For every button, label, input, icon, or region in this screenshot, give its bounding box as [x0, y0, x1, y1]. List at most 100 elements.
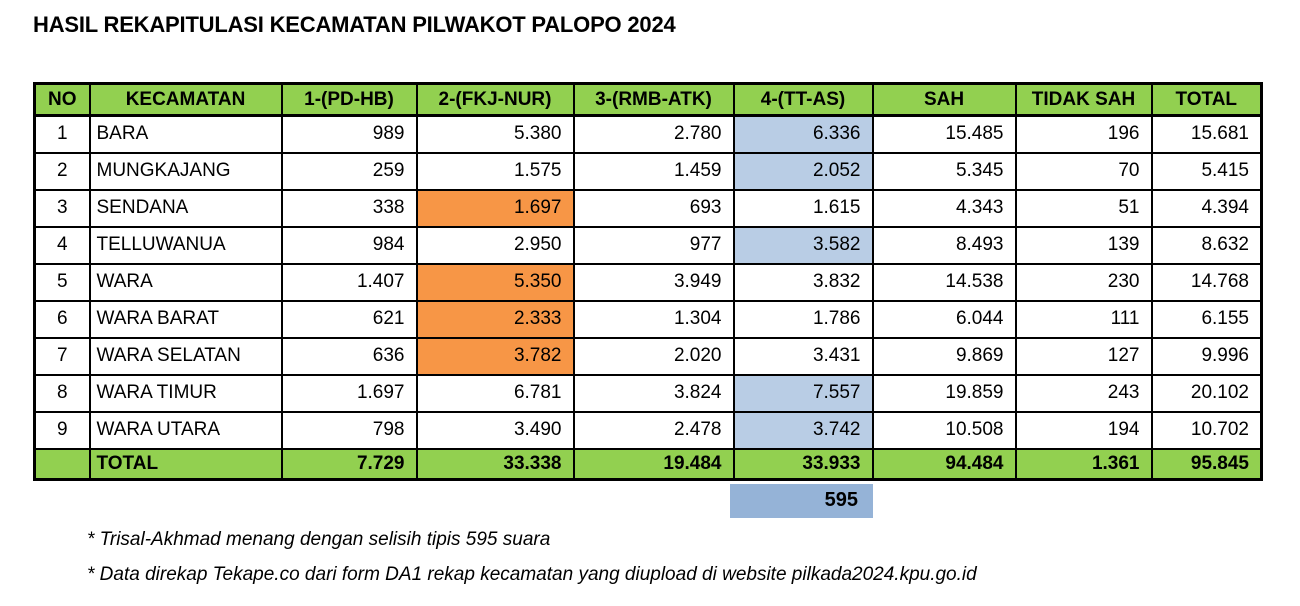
- total-value: 94.484: [871, 447, 1017, 481]
- cell-value: 3.832: [732, 262, 874, 302]
- cell-value: 8.632: [1150, 225, 1263, 265]
- cell-kecamatan: BARA: [88, 114, 283, 154]
- header-tidak-sah: TIDAK SAH: [1014, 82, 1153, 117]
- cell-value: 9.996: [1150, 336, 1263, 376]
- cell-kecamatan: WARA BARAT: [88, 299, 283, 339]
- table-row: 8 WARA TIMUR 1.697 6.781 3.824 7.557 19.859 243…: [33, 373, 1263, 413]
- cell-value: 259: [280, 151, 418, 191]
- cell-no: 4: [33, 225, 91, 265]
- table-body: 1 BARA 989 5.380 2.780 6.336 15.485 196 15.681 2 M…: [33, 114, 1263, 481]
- cell-no: 8: [33, 373, 91, 413]
- total-value: 1.361: [1014, 447, 1153, 481]
- cell-value: 20.102: [1150, 373, 1263, 413]
- cell-no: 5: [33, 262, 91, 302]
- cell-value: 1.459: [572, 151, 735, 191]
- cell-value: 5.345: [871, 151, 1017, 191]
- cell-kecamatan: WARA TIMUR: [88, 373, 283, 413]
- cell-value: 111: [1014, 299, 1153, 339]
- cell-value: 2.020: [572, 336, 735, 376]
- cell-value: 798: [280, 410, 418, 450]
- cell-no: 9: [33, 410, 91, 450]
- cell-no: 2: [33, 151, 91, 191]
- cell-value: 5.350: [415, 262, 575, 302]
- cell-value: 636: [280, 336, 418, 376]
- page: HASIL REKAPITULASI KECAMATAN PILWAKOT PA…: [33, 12, 1300, 586]
- cell-no: 7: [33, 336, 91, 376]
- cell-value: 1.615: [732, 188, 874, 228]
- cell-value: 6.044: [871, 299, 1017, 339]
- cell-value: 10.702: [1150, 410, 1263, 450]
- cell-kecamatan: TELLUWANUA: [88, 225, 283, 265]
- cell-value: 984: [280, 225, 418, 265]
- cell-value: 3.782: [415, 336, 575, 376]
- cell-value: 3.490: [415, 410, 575, 450]
- cell-value: 19.859: [871, 373, 1017, 413]
- header-tt-as: 4-(TT-AS): [732, 82, 874, 117]
- cell-value: 338: [280, 188, 418, 228]
- cell-value: 6.781: [415, 373, 575, 413]
- cell-value: 70: [1014, 151, 1153, 191]
- table-row: 4 TELLUWANUA 984 2.950 977 3.582 8.493 139 8.632: [33, 225, 1263, 265]
- footnote-source: * Data direkap Tekape.co dari form DA1 r…: [87, 564, 977, 585]
- cell-value: 5.380: [415, 114, 575, 154]
- cell-value: 2.780: [572, 114, 735, 154]
- header-kecamatan: KECAMATAN: [88, 82, 283, 117]
- cell-value: 621: [280, 299, 418, 339]
- cell-value: 1.304: [572, 299, 735, 339]
- cell-value: 6.155: [1150, 299, 1263, 339]
- cell-value: 1.697: [415, 188, 575, 228]
- cell-value: 7.557: [732, 373, 874, 413]
- total-row: TOTAL 7.729 33.338 19.484 33.933 94.484 1.361 9…: [33, 447, 1263, 481]
- total-value: 33.338: [415, 447, 575, 481]
- total-value: 95.845: [1150, 447, 1263, 481]
- header-no: NO: [33, 82, 91, 117]
- cell-kecamatan: WARA SELATAN: [88, 336, 283, 376]
- table-row: 5 WARA 1.407 5.350 3.949 3.832 14.538 230 14.768: [33, 262, 1263, 302]
- header-pd-hb: 1-(PD-HB): [280, 82, 418, 117]
- cell-no: [33, 447, 91, 481]
- cell-value: 51: [1014, 188, 1153, 228]
- cell-value: 6.336: [732, 114, 874, 154]
- cell-value: 3.949: [572, 262, 735, 302]
- table-row: 7 WARA SELATAN 636 3.782 2.020 3.431 9.869 127 9…: [33, 336, 1263, 376]
- cell-no: 3: [33, 188, 91, 228]
- cell-value: 1.407: [280, 262, 418, 302]
- page-title: HASIL REKAPITULASI KECAMATAN PILWAKOT PA…: [33, 12, 676, 37]
- cell-value: 5.415: [1150, 151, 1263, 191]
- cell-no: 1: [33, 114, 91, 154]
- cell-value: 3.742: [732, 410, 874, 450]
- cell-value: 1.697: [280, 373, 418, 413]
- cell-value: 196: [1014, 114, 1153, 154]
- total-value: 19.484: [572, 447, 735, 481]
- cell-value: 243: [1014, 373, 1153, 413]
- cell-value: 9.869: [871, 336, 1017, 376]
- table-row: 3 SENDANA 338 1.697 693 1.615 4.343 51 4.394: [33, 188, 1263, 228]
- cell-value: 3.431: [732, 336, 874, 376]
- table-row: 6 WARA BARAT 621 2.333 1.304 1.786 6.044 111 6.1…: [33, 299, 1263, 339]
- header-row: NO KECAMATAN 1-(PD-HB) 2-(FKJ-NUR) 3-(RM…: [33, 82, 1263, 117]
- total-label: TOTAL: [88, 447, 283, 481]
- footnotes: * Trisal-Akhmad menang dengan selisih ti…: [87, 528, 1300, 586]
- cell-value: 139: [1014, 225, 1153, 265]
- cell-value: 693: [572, 188, 735, 228]
- total-value: 33.933: [732, 447, 874, 481]
- header-fkj-nur: 2-(FKJ-NUR): [415, 82, 575, 117]
- cell-value: 3.824: [572, 373, 735, 413]
- cell-kecamatan: MUNGKAJANG: [88, 151, 283, 191]
- cell-value: 8.493: [871, 225, 1017, 265]
- cell-value: 2.052: [732, 151, 874, 191]
- cell-value: 230: [1014, 262, 1153, 302]
- margin-note-cell: 595: [730, 484, 873, 518]
- cell-value: 14.768: [1150, 262, 1263, 302]
- cell-value: 194: [1014, 410, 1153, 450]
- cell-value: 989: [280, 114, 418, 154]
- cell-value: 2.478: [572, 410, 735, 450]
- cell-value: 14.538: [871, 262, 1017, 302]
- cell-kecamatan: WARA UTARA: [88, 410, 283, 450]
- cell-value: 3.582: [732, 225, 874, 265]
- cell-value: 2.950: [415, 225, 575, 265]
- cell-value: 15.485: [871, 114, 1017, 154]
- cell-value: 1.786: [732, 299, 874, 339]
- table-row: 2 MUNGKAJANG 259 1.575 1.459 2.052 5.345 70 5.41…: [33, 151, 1263, 191]
- recap-table: NO KECAMATAN 1-(PD-HB) 2-(FKJ-NUR) 3-(RM…: [33, 82, 1263, 481]
